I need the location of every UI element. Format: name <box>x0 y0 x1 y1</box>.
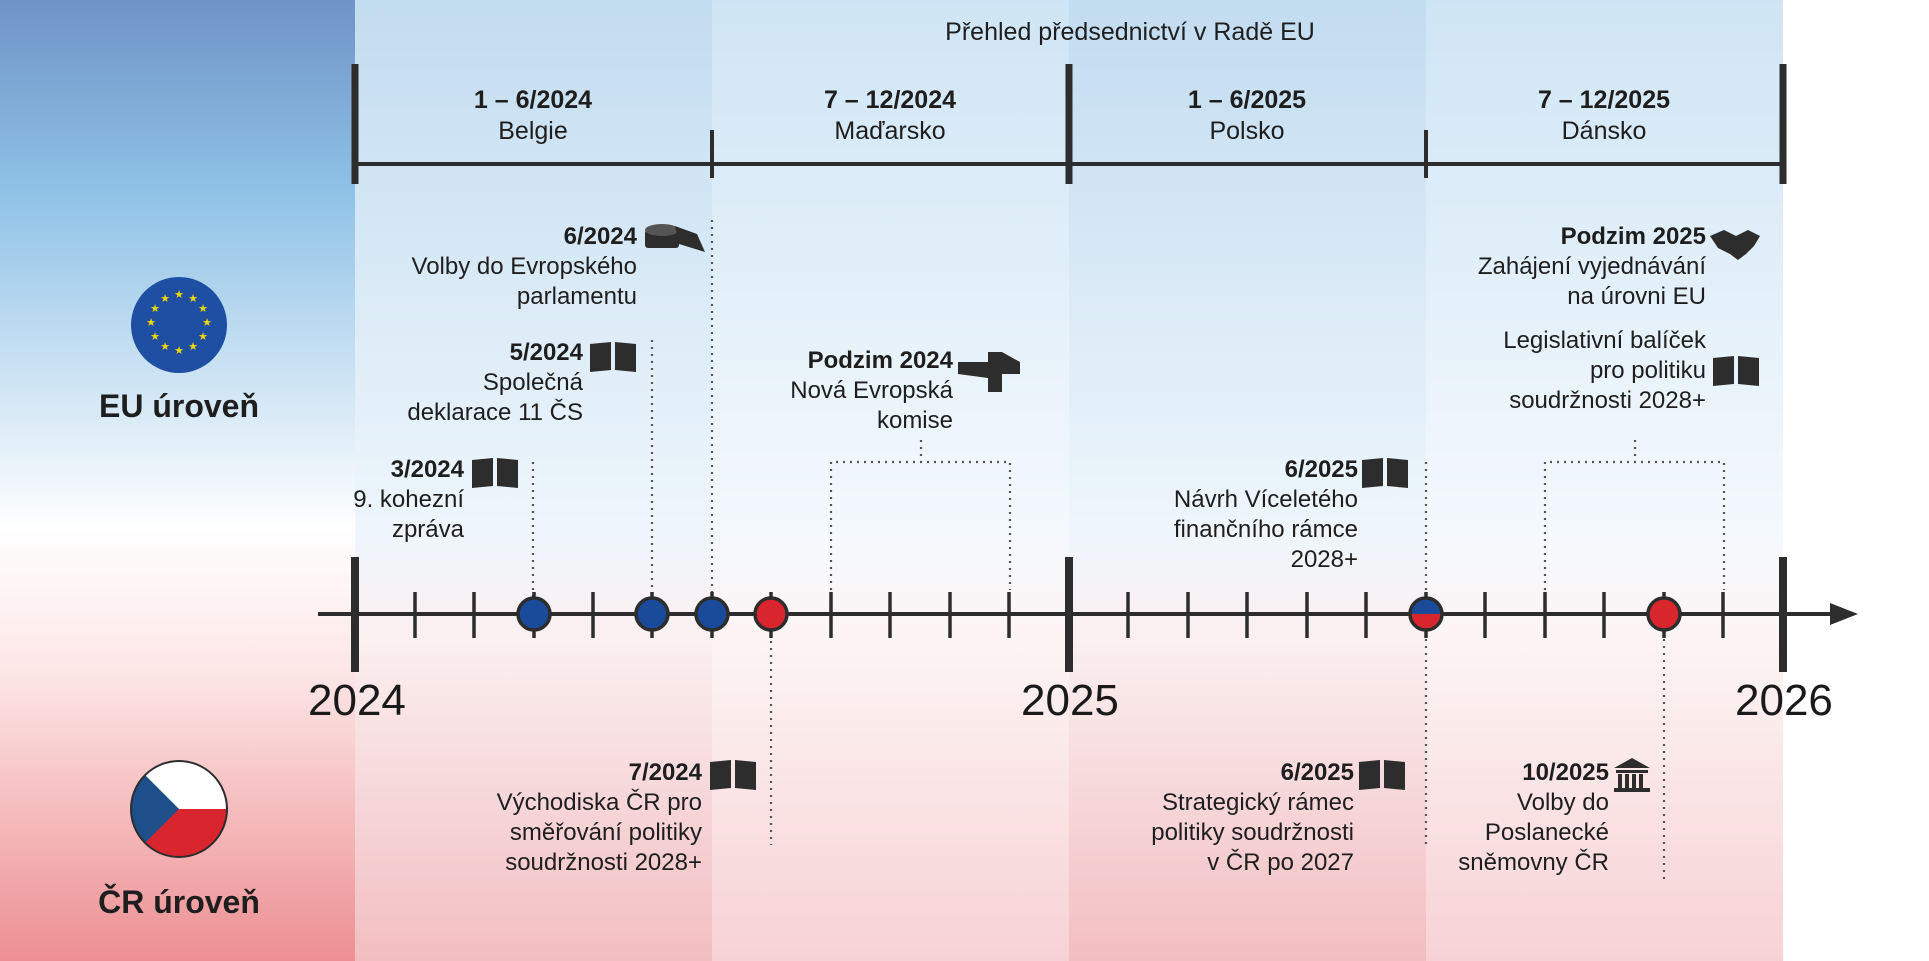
cz-level-label: ČR úroveň <box>98 884 260 920</box>
marker-cz-7-2024 <box>753 596 789 632</box>
axis-arrow <box>1830 603 1858 625</box>
presidency-period: 1 – 6/2024 Belgie <box>473 86 593 145</box>
marker-eu-5-2024 <box>634 596 670 632</box>
eu-level-label: EU úroveň <box>98 388 260 424</box>
svg-text:★: ★ <box>160 293 170 305</box>
svg-text:★: ★ <box>198 303 208 315</box>
presidency-period: 1 – 6/2025 Polsko <box>1187 86 1307 145</box>
year-label: 2024 <box>308 676 406 725</box>
svg-text:★: ★ <box>174 289 184 301</box>
svg-text:★: ★ <box>188 293 198 305</box>
cz-event: 6/2025 Strategický rámec politiky soudržn… <box>1151 759 1354 876</box>
ballot-box-icon <box>645 224 705 252</box>
svg-text:★: ★ <box>150 303 160 315</box>
book-icon <box>472 342 1759 790</box>
period-band <box>712 0 1069 961</box>
eu-event: Legislativní balíček pro politiku soudrž… <box>1503 327 1706 414</box>
svg-text:★: ★ <box>202 317 212 329</box>
svg-text:★: ★ <box>174 345 184 357</box>
marker-eu-3-2024 <box>516 596 552 632</box>
connectors <box>531 220 1726 880</box>
marker-6-2025-both <box>1408 596 1444 632</box>
cz-event: 10/2025 Volby do Poslanecké sněmovny ČR <box>1458 759 1609 876</box>
year-label: 2025 <box>1021 676 1119 725</box>
parliament-icon <box>1614 758 1650 792</box>
handshake-icon <box>1710 230 1760 260</box>
year-label: 2026 <box>1735 676 1833 725</box>
eu-event: Podzim 2025 Zahájení vyjednávání na úrovn… <box>1477 223 1706 310</box>
eu-event: Podzim 2024 Nová Evropská komise <box>790 347 953 434</box>
presidency-bracket <box>351 64 1787 184</box>
cz-event: 7/2024 Východiska ČR pro směřování politi… <box>496 759 702 876</box>
presidency-period: 7 – 12/2025 Dánsko <box>1537 86 1671 145</box>
svg-text:★: ★ <box>160 341 170 353</box>
building-icon <box>958 352 1020 392</box>
svg-text:★: ★ <box>188 341 198 353</box>
eu-flag-icon: ★ ★★ ★★★ ★★★ ★★★ <box>131 277 227 373</box>
eu-event: 6/2024 Volby do Evropského parlamentu <box>411 223 637 310</box>
marker-cz-10-2025 <box>1646 596 1682 632</box>
cz-flag-icon <box>130 760 228 858</box>
svg-text:★: ★ <box>198 331 208 343</box>
svg-text:★: ★ <box>150 331 160 343</box>
period-band <box>1426 0 1783 961</box>
eu-event: 3/2024 9. kohezní zpráva <box>353 456 464 543</box>
marker-eu-6-2024 <box>694 596 730 632</box>
presidency-period: 7 – 12/2024 Maďarsko <box>823 86 957 145</box>
eu-event: 6/2025 Návrh Víceletého finančního rámce … <box>1173 456 1358 573</box>
svg-text:★: ★ <box>146 317 156 329</box>
eu-event: 5/2024 Společná deklarace 11 ČS <box>407 339 583 426</box>
presidency-header: Přehled předsednictví v Radě EU <box>945 18 1315 46</box>
